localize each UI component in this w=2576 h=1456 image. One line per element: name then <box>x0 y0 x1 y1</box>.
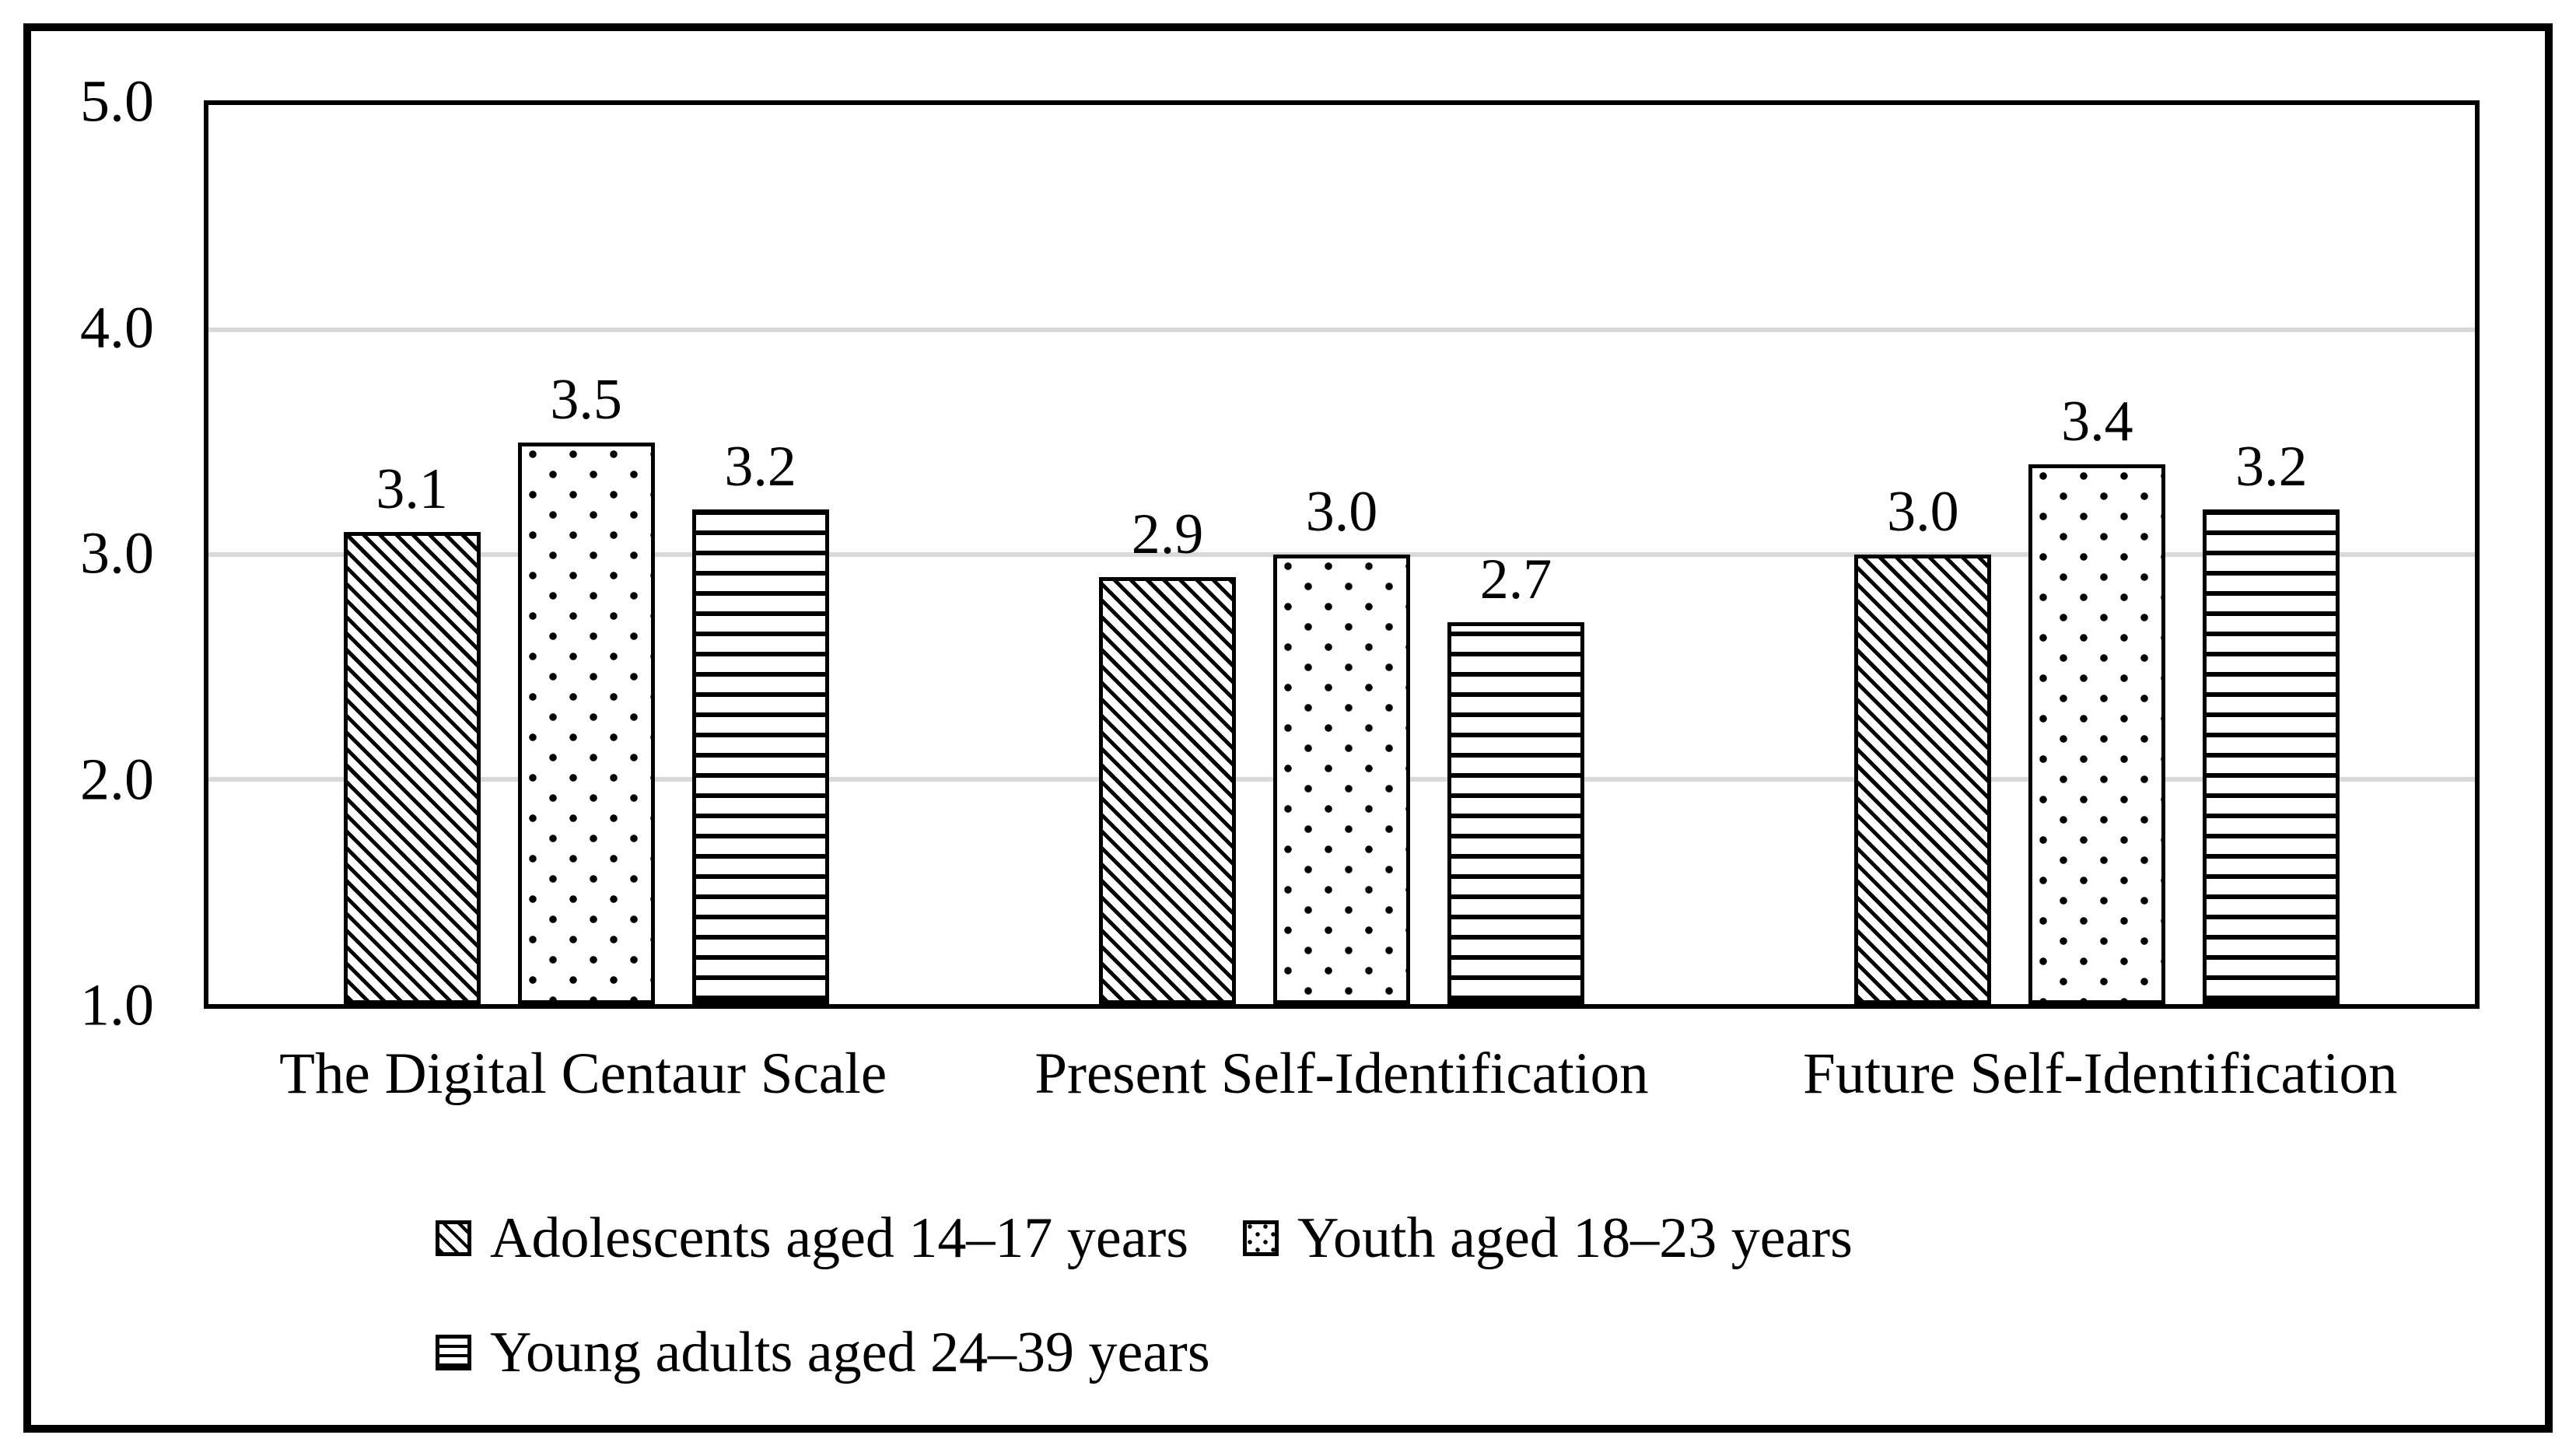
data-label: 3.0 <box>1887 480 1959 544</box>
horizontal-lines-swatch-icon <box>436 1335 471 1371</box>
plot-area: 3.1 3.5 3.2 2.9 3.0 2.7 3.0 3.4 3.2 <box>204 100 2480 1009</box>
x-axis-labels: The Digital Centaur Scale Present Self-Id… <box>204 1041 2480 1108</box>
y-axis-tick-label: 4.0 <box>80 294 154 360</box>
bar-cell: 3.1 <box>343 105 481 1004</box>
data-label: 3.5 <box>550 367 622 432</box>
data-label: 2.7 <box>1479 547 1552 611</box>
y-axis-tick-label: 1.0 <box>80 972 154 1038</box>
legend-label: Youth aged 18–23 years <box>1297 1206 1853 1270</box>
bar-group: 3.1 3.5 3.2 <box>208 105 964 1004</box>
legend-label: Young adults aged 24–39 years <box>490 1320 1210 1384</box>
bar-horizontal-lines <box>1447 621 1584 1004</box>
data-label: 3.2 <box>2235 435 2308 499</box>
bar-cell: 3.0 <box>1272 105 1410 1004</box>
y-axis-tick-label: 2.0 <box>80 746 154 812</box>
bar-diagonal-hatch <box>1098 576 1236 1004</box>
bar-dots <box>1272 555 1410 1004</box>
legend-label: Adolescents aged 14–17 years <box>490 1206 1189 1270</box>
bar-horizontal-lines <box>2203 509 2340 1004</box>
data-label: 3.4 <box>2061 390 2133 454</box>
data-label: 3.0 <box>1305 480 1378 544</box>
bar-cell: 3.4 <box>2028 105 2166 1004</box>
dots-swatch-icon <box>1243 1220 1279 1257</box>
bar-cell: 2.9 <box>1098 105 1236 1004</box>
y-axis-tick-label: 5.0 <box>80 68 154 135</box>
diagonal-hatch-swatch-icon <box>436 1220 471 1257</box>
bar-diagonal-hatch <box>343 532 481 1004</box>
data-label: 2.9 <box>1131 502 1204 566</box>
y-axis-tick-label: 3.0 <box>80 520 154 586</box>
bar-dots <box>2028 464 2166 1004</box>
x-axis-category-label: The Digital Centaur Scale <box>279 1041 887 1106</box>
bar-cell: 3.5 <box>517 105 655 1004</box>
legend-item: Young adults aged 24–39 years <box>436 1318 1210 1388</box>
bar-cell: 3.2 <box>691 105 829 1004</box>
bar-horizontal-lines <box>691 509 829 1004</box>
bar-group: 3.0 3.4 3.2 <box>1720 105 2475 1004</box>
gridline <box>208 327 2475 332</box>
legend: Adolescents aged 14–17 years Youth aged 1… <box>436 1204 2318 1388</box>
data-label: 3.2 <box>724 435 796 499</box>
legend-item: Adolescents aged 14–17 years <box>436 1204 1188 1273</box>
bar-group: 2.9 3.0 2.7 <box>964 105 1719 1004</box>
data-label: 3.1 <box>376 457 448 522</box>
bar-cell: 3.2 <box>2203 105 2340 1004</box>
x-axis-category-label: Future Self-Identification <box>1803 1041 2398 1106</box>
bars-layer: 3.1 3.5 3.2 2.9 3.0 2.7 3.0 3.4 3.2 <box>208 105 2475 1004</box>
bar-cell: 3.0 <box>1854 105 1992 1004</box>
bar-diagonal-hatch <box>1854 555 1992 1004</box>
x-axis-category-label: Present Self-Identification <box>1034 1041 1649 1106</box>
bar-dots <box>517 442 655 1004</box>
legend-item: Youth aged 18–23 years <box>1243 1204 1853 1273</box>
figure-border <box>23 23 2553 1433</box>
bar-cell: 2.7 <box>1447 105 1584 1004</box>
